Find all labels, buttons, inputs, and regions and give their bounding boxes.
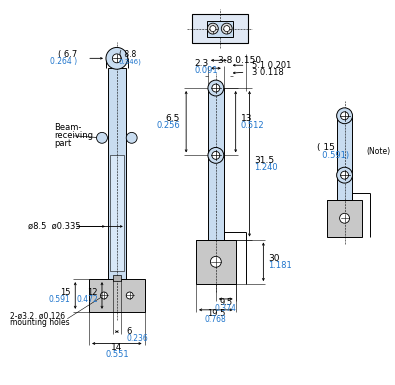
Text: Beam-: Beam-: [55, 124, 82, 132]
Text: 2-ø3.2  ø0.126: 2-ø3.2 ø0.126: [10, 311, 65, 320]
Circle shape: [113, 54, 121, 63]
Circle shape: [212, 151, 220, 159]
Text: 6: 6: [127, 327, 132, 336]
Bar: [192, 14, 248, 44]
Text: 0.551: 0.551: [105, 350, 129, 359]
Text: 0.346): 0.346): [119, 58, 142, 65]
Text: ø8.5  ø0.335: ø8.5 ø0.335: [28, 222, 80, 231]
Circle shape: [212, 84, 220, 92]
Circle shape: [340, 213, 350, 223]
Circle shape: [337, 167, 352, 183]
Text: 0.768: 0.768: [205, 315, 227, 324]
Bar: [108, 68, 126, 279]
Text: 2.3: 2.3: [194, 59, 208, 68]
Circle shape: [106, 47, 128, 69]
Circle shape: [337, 108, 352, 124]
Circle shape: [211, 256, 221, 267]
Text: receiving: receiving: [55, 131, 94, 141]
Bar: [113, 275, 121, 281]
Text: 5.1 0.201: 5.1 0.201: [252, 61, 291, 70]
Circle shape: [208, 147, 224, 163]
Bar: [208, 88, 224, 239]
Circle shape: [224, 26, 230, 32]
Circle shape: [340, 112, 348, 120]
Text: 1.240: 1.240: [254, 163, 278, 172]
Text: 15: 15: [60, 288, 70, 297]
Circle shape: [208, 80, 224, 96]
Text: 0.091: 0.091: [194, 66, 218, 75]
Bar: [327, 200, 362, 236]
Text: ( 15: ( 15: [317, 144, 335, 152]
Circle shape: [221, 23, 232, 34]
Text: 19.5: 19.5: [207, 309, 225, 318]
Bar: [207, 21, 233, 37]
Text: ( 6.7: ( 6.7: [58, 50, 77, 59]
Bar: [196, 239, 236, 284]
Text: 1.181: 1.181: [268, 261, 292, 270]
Text: 0.256: 0.256: [156, 121, 180, 130]
Circle shape: [96, 132, 107, 143]
Text: 3 0.118: 3 0.118: [252, 68, 283, 77]
Circle shape: [210, 26, 216, 32]
Circle shape: [207, 23, 218, 34]
Text: 30: 30: [268, 254, 280, 263]
Text: 13: 13: [241, 114, 252, 123]
Text: 0.264 ): 0.264 ): [50, 57, 77, 66]
Text: (Note): (Note): [366, 147, 391, 156]
Text: 6.5: 6.5: [166, 114, 180, 123]
Text: 14: 14: [111, 343, 122, 352]
Text: 3.8 0.150: 3.8 0.150: [218, 56, 261, 65]
Text: 0.512: 0.512: [241, 121, 264, 130]
Bar: [110, 155, 124, 271]
Text: part: part: [55, 139, 72, 148]
Bar: [337, 116, 352, 200]
Text: 0.591: 0.591: [49, 295, 70, 304]
Circle shape: [126, 132, 137, 143]
Circle shape: [100, 292, 107, 299]
Circle shape: [126, 292, 133, 299]
Text: 0.591): 0.591): [317, 151, 349, 161]
Text: 31.5: 31.5: [254, 156, 275, 165]
Text: 0.472: 0.472: [76, 295, 98, 304]
Circle shape: [340, 171, 348, 179]
Text: 0.374: 0.374: [215, 305, 237, 313]
Bar: [89, 279, 145, 312]
Text: 0.236: 0.236: [127, 334, 149, 343]
Text: 9.5: 9.5: [219, 298, 232, 307]
Text: mounting holes: mounting holes: [10, 318, 70, 327]
Text: ( 8.8: ( 8.8: [119, 50, 136, 59]
Text: 12: 12: [88, 288, 98, 297]
